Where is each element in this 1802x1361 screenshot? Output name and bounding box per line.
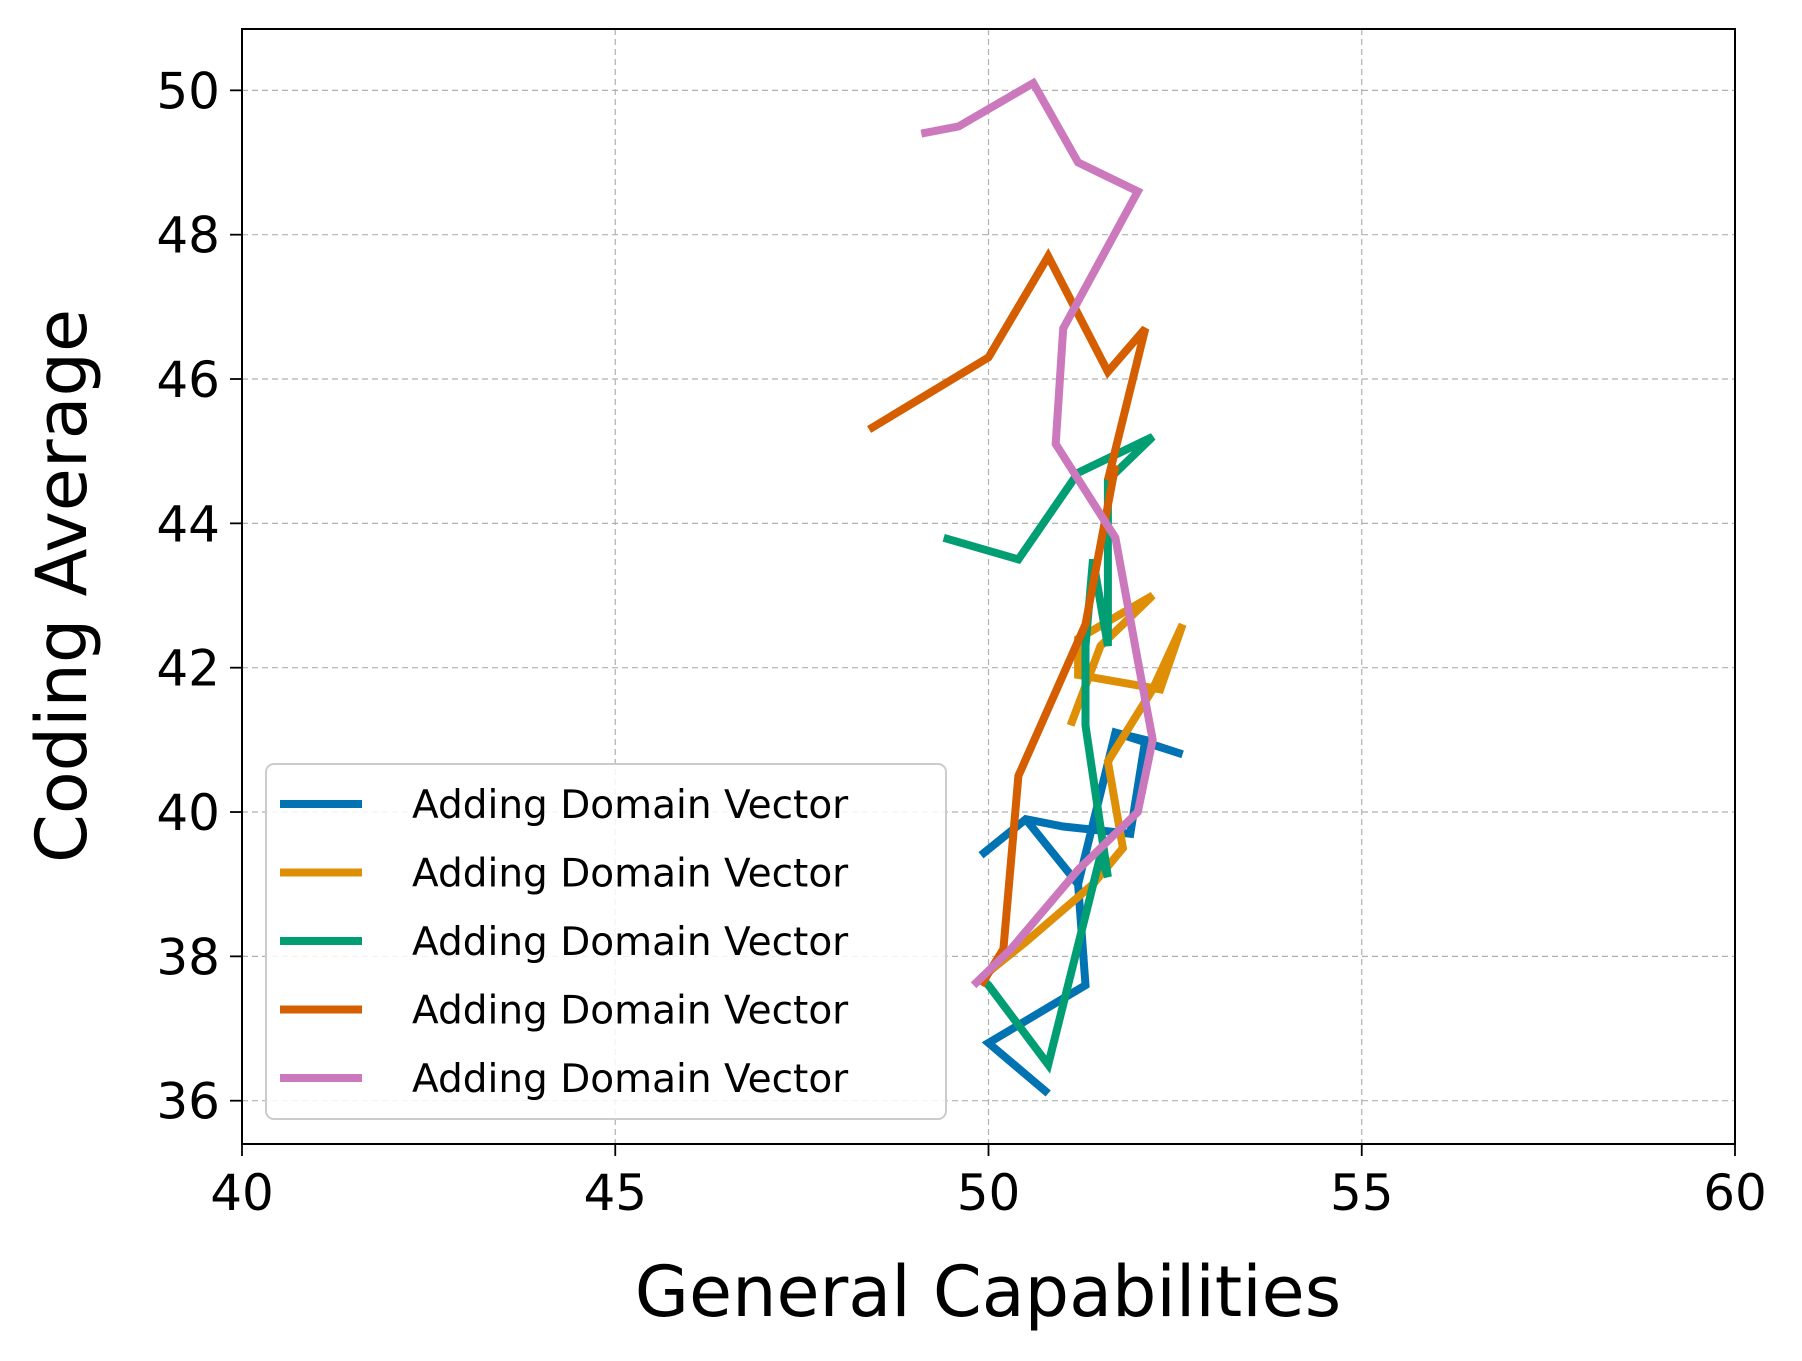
- legend-label: Adding Domain Vector: [412, 920, 849, 965]
- y-tick-label: 40: [156, 784, 220, 842]
- x-tick-label: 50: [957, 1164, 1021, 1222]
- y-tick-label: 50: [156, 62, 220, 120]
- y-tick-label: 44: [156, 495, 220, 553]
- legend-label: Adding Domain Vector: [412, 989, 849, 1034]
- axis-ticks: 40 45 50 55 60 36 38 40 42 44 46 48 50: [156, 62, 1766, 1222]
- series-lines: [867, 77, 1187, 1097]
- y-tick-label: 48: [156, 207, 220, 265]
- legend-box: [265, 763, 947, 1120]
- series-line-4: [867, 248, 1150, 988]
- y-axis-title: Coding Average: [21, 309, 103, 863]
- x-tick-label: 40: [210, 1164, 274, 1222]
- x-tick-label: 45: [583, 1164, 647, 1222]
- series-line-5: [920, 77, 1157, 989]
- x-tick-label: 60: [1703, 1164, 1767, 1222]
- legend-items: Adding Domain Vector Adding Domain Vector…: [280, 783, 849, 1102]
- legend: Adding Domain Vector Adding Domain Vector…: [265, 763, 947, 1120]
- x-axis-title: General Capabilities: [635, 1251, 1341, 1333]
- y-tick-label: 36: [156, 1073, 220, 1131]
- y-tick-label: 38: [156, 928, 220, 986]
- y-tick-label: 42: [156, 640, 220, 698]
- legend-label: Adding Domain Vector: [412, 852, 849, 897]
- legend-label: Adding Domain Vector: [412, 1057, 849, 1102]
- legend-label: Adding Domain Vector: [412, 783, 849, 828]
- y-tick-label: 46: [156, 351, 220, 409]
- x-tick-label: 55: [1330, 1164, 1394, 1222]
- grid: [242, 29, 1735, 1144]
